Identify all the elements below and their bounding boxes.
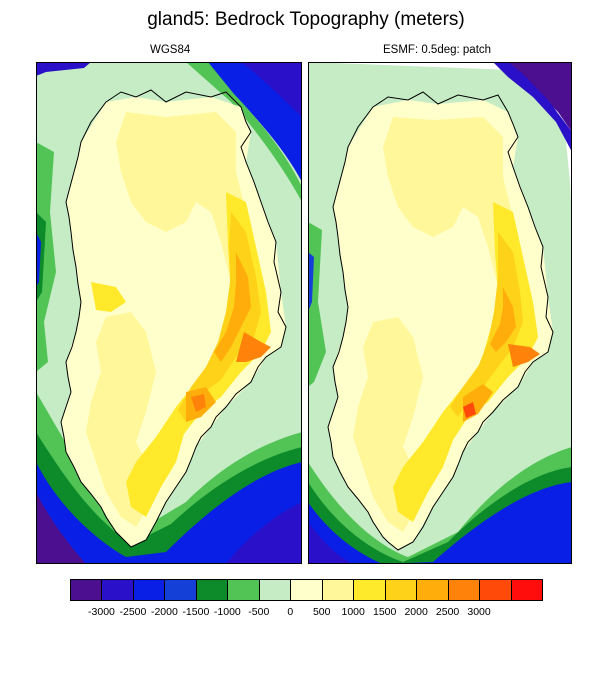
ocean-nw-deep <box>36 62 91 76</box>
colorbar <box>70 579 543 601</box>
colorbar-tick-label: -3000 <box>88 606 115 618</box>
ocean-sw-deep <box>36 492 86 564</box>
land-dark-orange-right <box>508 344 540 367</box>
colorbar-box <box>510 579 543 601</box>
ocean-se-deep <box>226 502 302 564</box>
colorbar-box <box>384 579 418 601</box>
colorbar-box <box>416 579 449 601</box>
colorbar-box <box>321 579 355 601</box>
colorbar-tick-label: -2000 <box>150 606 178 618</box>
land-pale-yellow <box>86 112 256 527</box>
land-dark-orange <box>236 332 271 362</box>
figure-title: gland5: Bedrock Topography (meters) <box>147 9 465 30</box>
colorbar-tick-label: -500 <box>248 606 270 618</box>
land-orange <box>214 252 251 362</box>
colorbar-tick-label: -1500 <box>182 606 210 618</box>
colorbar-box <box>290 579 323 601</box>
colorbar-tick-label: 2000 <box>404 606 428 618</box>
colorbar-box <box>195 579 229 601</box>
panel-title-esmf: ESMF: 0.5deg: patch <box>383 44 492 56</box>
ocean-south-blue-right <box>308 482 572 564</box>
colorbar-box <box>479 579 512 601</box>
colorbar-tick-label: 1500 <box>372 606 397 618</box>
land-pale-yellow-right <box>353 117 523 532</box>
land-dark-orange-2 <box>191 394 206 412</box>
coastline-right <box>327 91 554 551</box>
ocean-west-blue-right <box>308 252 314 312</box>
map-panel-right <box>308 62 572 564</box>
colorbar-tick-label: -1000 <box>213 606 241 618</box>
ocean-west-green <box>36 142 56 372</box>
colorbar-box <box>353 579 386 601</box>
colorbar-box <box>447 579 481 601</box>
colorbar-box <box>164 579 197 601</box>
heatmap-right <box>308 62 572 564</box>
ocean-ne-deep <box>241 62 302 117</box>
heatmap-left <box>36 62 302 564</box>
colorbar-box <box>227 579 260 601</box>
colorbar-tick-label: -2500 <box>119 606 147 618</box>
colorbar-box <box>70 579 103 601</box>
land-west-yellow <box>91 282 126 312</box>
colorbar-box <box>101 579 134 601</box>
land-red-orange-right <box>463 402 476 418</box>
land-gold-right <box>450 232 523 417</box>
land-orange-right <box>490 287 516 352</box>
colorbar-tick-label: 1000 <box>341 606 365 618</box>
colorbar-box <box>132 579 166 601</box>
ocean-ne-deep-right <box>503 62 572 132</box>
map-panel-left <box>36 62 302 564</box>
panel-title-wgs84: WGS84 <box>150 44 191 56</box>
ocean-south-blue <box>36 462 302 564</box>
ocean-west-blue <box>36 232 41 287</box>
coastline-left <box>60 89 287 548</box>
colorbar-tick-label: 2500 <box>435 606 460 618</box>
colorbar-tick-label: 500 <box>312 606 331 618</box>
ocean-sw-deep-right <box>308 522 353 564</box>
colorbar-tick-label: 0 <box>287 606 294 618</box>
colorbar-tick-label: 3000 <box>467 606 491 618</box>
colorbar-box <box>258 579 292 601</box>
